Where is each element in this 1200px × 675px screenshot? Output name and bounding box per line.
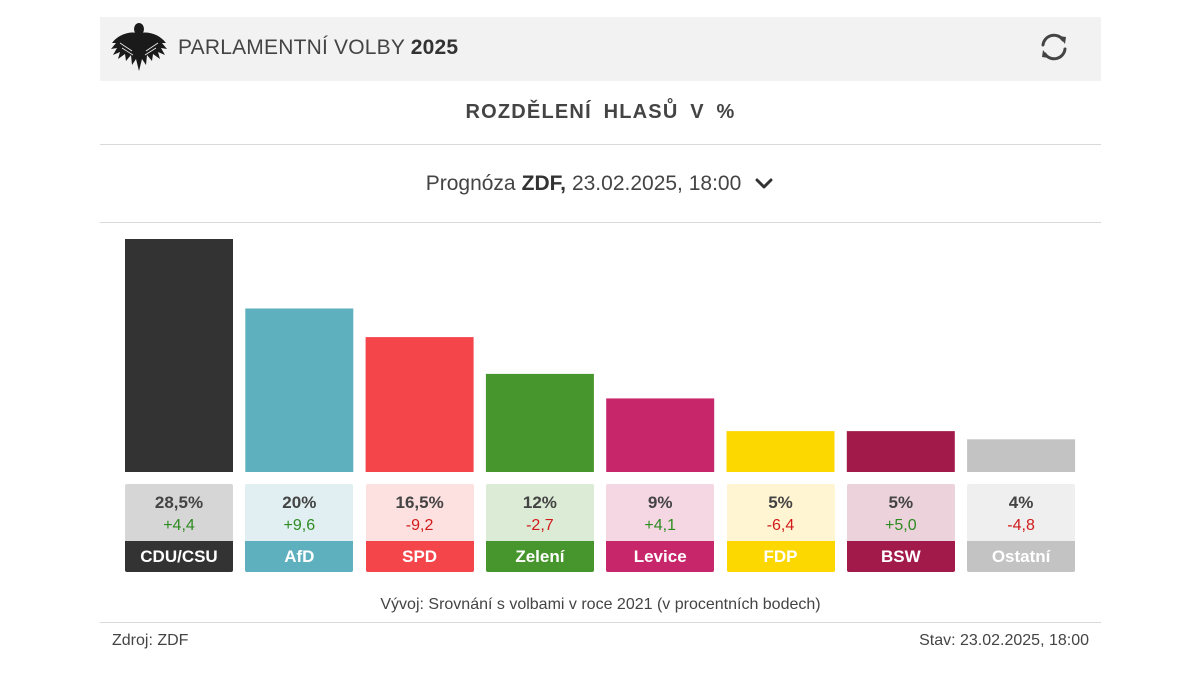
bar-afd — [245, 308, 354, 472]
vote-share-label: 5% — [888, 493, 914, 512]
vote-share-label: 5% — [768, 493, 793, 512]
party-card-ostatni: 4% -4,8 Ostatní — [967, 484, 1076, 572]
footer-divider — [100, 622, 1101, 623]
bar-zeleni — [485, 373, 594, 472]
party-name-label: CDU/CSU — [125, 541, 233, 572]
forecast-selector[interactable]: Prognóza ZDF, 23.02.2025, 18:00 — [100, 145, 1101, 223]
vote-share-label: 4% — [1008, 493, 1034, 512]
bar-spd — [365, 337, 474, 472]
change-label: -9,2 — [405, 517, 434, 534]
bar-chart — [100, 239, 1101, 573]
selector-source: ZDF, — [521, 171, 566, 195]
party-name-label: FDP — [726, 541, 835, 572]
bar-bsw — [846, 431, 955, 472]
source-label: Zdroj: ZDF — [112, 632, 189, 649]
selector-datetime: 23.02.2025, 18:00 — [571, 171, 742, 195]
party-cards: 28,5% +4,4 CDU/CSU 20% +9,6 AfD 16,5% -9,2 SPD 12… — [100, 484, 1101, 573]
chevron-down-icon[interactable] — [753, 173, 775, 195]
vote-share-label: 12% — [522, 493, 557, 512]
vote-share-label: 28,5% — [154, 493, 204, 512]
bar-fdp — [726, 431, 835, 472]
bar-cdu-csu — [125, 239, 233, 472]
selector-prefix: Prognóza — [425, 171, 516, 195]
party-name-label: SPD — [365, 541, 474, 572]
party-name-label: BSW — [846, 541, 955, 572]
app-title: PARLAMENTNÍ VOLBY 2025 — [178, 36, 458, 60]
bar-levice — [606, 398, 715, 472]
change-label: -4,8 — [1007, 517, 1035, 534]
party-card-spd: 16,5% -9,2 SPD — [365, 484, 474, 572]
election-widget: PARLAMENTNÍ VOLBY 2025 ROZDĚLENÍ HLASŮ V… — [100, 17, 1101, 649]
status-label: Stav: 23.02.2025, 18:00 — [919, 632, 1089, 649]
change-label: -6,4 — [766, 517, 795, 534]
change-label: +5,0 — [885, 517, 917, 534]
party-card-cdu-csu: 28,5% +4,4 CDU/CSU — [125, 484, 233, 572]
change-label: +4,4 — [163, 517, 195, 534]
party-name-label: Zelení — [485, 541, 594, 572]
party-card-fdp: 5% -6,4 FDP — [726, 484, 835, 572]
vote-share-label: 20% — [282, 493, 317, 512]
party-card-zeleni: 12% -2,7 Zelení — [485, 484, 594, 572]
section-title: ROZDĚLENÍ HLASŮ V % — [100, 81, 1101, 145]
vote-share-label: 9% — [647, 493, 673, 512]
party-name-label: Ostatní — [967, 541, 1076, 572]
app-title-year: 2025 — [410, 36, 459, 59]
change-label: -2,7 — [526, 517, 554, 534]
refresh-icon[interactable] — [1037, 30, 1071, 64]
party-name-label: AfD — [245, 541, 354, 572]
federal-eagle-icon — [111, 23, 167, 71]
header-bar: PARLAMENTNÍ VOLBY 2025 — [100, 17, 1101, 81]
bar-ostatni — [967, 439, 1076, 472]
bar-chart-svg — [125, 239, 1076, 472]
party-card-afd: 20% +9,6 AfD — [245, 484, 354, 572]
party-card-levice: 9% +4,1 Levice — [606, 484, 715, 572]
vote-share-label: 16,5% — [395, 493, 444, 512]
party-name-label: Levice — [606, 541, 715, 572]
change-label: +9,6 — [283, 517, 316, 534]
party-card-bsw: 5% +5,0 BSW — [846, 484, 955, 572]
footnote: Vývoj: Srovnání s volbami v roce 2021 (v… — [380, 596, 821, 613]
app-title-prefix: PARLAMENTNÍ VOLBY — [178, 36, 405, 59]
change-label: +4,1 — [644, 517, 676, 534]
